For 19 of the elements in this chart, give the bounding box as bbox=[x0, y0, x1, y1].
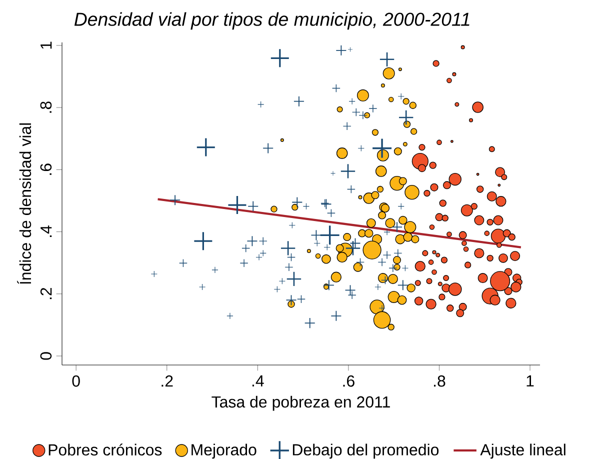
x-tick-label: 0 bbox=[72, 375, 80, 387]
chart-title: Densidad vial por tipos de municipio, 2000-2011 bbox=[74, 12, 470, 30]
x-tick-label: .2 bbox=[162, 375, 173, 387]
y-tick-label: 1 bbox=[40, 42, 52, 49]
y-tick-label: .4 bbox=[40, 226, 52, 237]
x-tick-label: 1 bbox=[526, 375, 534, 386]
y-axis-title: Índice de densidad vial bbox=[17, 123, 32, 284]
y-tick-label: .8 bbox=[40, 102, 52, 113]
y-tick-label: .6 bbox=[40, 164, 52, 175]
x-tick-label: .8 bbox=[434, 375, 446, 387]
y-tick-label: .2 bbox=[40, 288, 52, 300]
y-tick-label: 0 bbox=[40, 352, 52, 360]
x-axis-title: Tasa de pobreza en 2011 bbox=[212, 396, 390, 411]
legend-label: Pobres crónicos bbox=[48, 444, 162, 456]
x-tick-label: .6 bbox=[343, 375, 354, 387]
x-tick-label: .4 bbox=[252, 375, 264, 386]
legend-label: Ajuste lineal bbox=[480, 444, 566, 459]
legend-label: Mejorado bbox=[192, 444, 256, 459]
legend-label: Debajo del promedio bbox=[292, 444, 439, 459]
